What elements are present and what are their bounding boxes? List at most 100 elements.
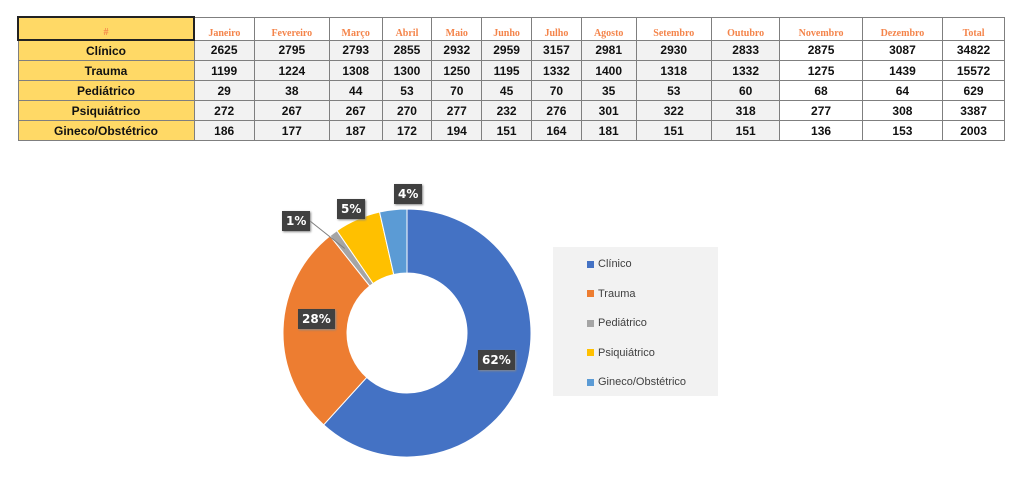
column-header: Junho — [481, 16, 532, 41]
table-cell: 15572 — [942, 60, 1005, 81]
data-label: 5% — [337, 199, 366, 219]
table-cell: 68 — [779, 80, 863, 101]
table-cell: 34822 — [942, 39, 1005, 61]
data-label: 4% — [394, 184, 423, 204]
column-header: Maio — [431, 16, 483, 41]
table-cell: 151 — [710, 120, 781, 141]
legend-swatch — [587, 319, 594, 327]
column-header: Março — [328, 16, 383, 41]
data-label: 62% — [478, 350, 515, 370]
legend-item: Psiquiátrico — [587, 347, 655, 359]
table-cell: 232 — [481, 100, 532, 121]
column-header: Setembro — [635, 16, 712, 41]
table-cell: 136 — [779, 120, 863, 141]
table-row: Gineco/Obstétrico 186 177 187 172 194 151 164 18… — [17, 120, 1005, 141]
table-cell: 1439 — [861, 60, 944, 81]
table-cell: 164 — [531, 120, 582, 141]
column-header: Fevereiro — [253, 16, 330, 41]
row-label: Psiquiátrico — [17, 100, 195, 121]
table-cell: 308 — [861, 100, 944, 121]
table-cell: 272 — [193, 100, 255, 121]
table-cell: 153 — [861, 120, 944, 141]
table-cell: 1400 — [580, 60, 637, 81]
row-label: Gineco/Obstétrico — [17, 120, 195, 141]
table-cell: 3157 — [531, 39, 582, 61]
table-cell: 301 — [580, 100, 637, 121]
legend-label: Clínico — [598, 258, 632, 270]
legend-item: Pediátrico — [587, 317, 647, 329]
table-cell: 2855 — [381, 39, 433, 61]
table-cell: 2625 — [193, 39, 255, 61]
table-cell: 2959 — [481, 39, 532, 61]
table-cell: 270 — [381, 100, 433, 121]
table-cell: 70 — [431, 80, 483, 101]
table-cell: 35 — [580, 80, 637, 101]
table-cell: 318 — [710, 100, 781, 121]
table-cell: 70 — [531, 80, 582, 101]
table-cell: 38 — [253, 80, 330, 101]
column-header: Novembro — [779, 16, 863, 41]
table-cell: 172 — [381, 120, 433, 141]
chart-legend: Clínico Trauma Pediátrico Psiquiátrico Ginec… — [553, 247, 718, 396]
table-cell: 29 — [193, 80, 255, 101]
table-cell: 2795 — [253, 39, 330, 61]
table-row: Psiquiátrico 272 267 267 270 277 232 276 301 322 3… — [17, 100, 1005, 121]
table-cell: 1300 — [381, 60, 433, 81]
data-table: # Janeiro Fevereiro Março Abril Maio Junho Julh… — [17, 16, 1005, 141]
table-cell: 276 — [531, 100, 582, 121]
table-cell: 53 — [381, 80, 433, 101]
table-cell: 2981 — [580, 39, 637, 61]
table-row: Pediátrico 29 38 44 53 70 45 70 35 53 60 68 64 629 — [17, 80, 1005, 101]
table-cell: 186 — [193, 120, 255, 141]
legend-label: Trauma — [598, 287, 636, 300]
table-cell: 322 — [635, 100, 712, 121]
table-cell: 2833 — [710, 39, 781, 61]
corner-header: # — [17, 16, 195, 41]
table-cell: 177 — [253, 120, 330, 141]
legend-swatch — [587, 290, 594, 297]
row-label: Trauma — [17, 60, 195, 81]
table-row: Clínico 2625 2795 2793 2855 2932 2959 3157 2981 2… — [17, 39, 1005, 61]
table-cell: 1275 — [779, 60, 863, 81]
table-cell: 1250 — [431, 60, 483, 81]
column-header: Janeiro — [193, 16, 255, 41]
table-cell: 267 — [253, 100, 330, 121]
table-cell: 60 — [710, 80, 781, 101]
legend-swatch — [587, 260, 594, 268]
row-label: Pediátrico — [17, 80, 195, 101]
table-row: Trauma 1199 1224 1308 1300 1250 1195 1332 1400 13… — [17, 60, 1005, 81]
column-header: Total — [942, 16, 1005, 41]
slice-trauma — [282, 235, 371, 426]
table-cell: 2932 — [431, 39, 483, 61]
row-label: Clínico — [17, 39, 195, 61]
table-cell: 1195 — [481, 60, 532, 81]
table-cell: 151 — [635, 120, 712, 141]
column-header: Dezembro — [861, 16, 944, 41]
data-label: 1% — [282, 211, 311, 231]
table-cell: 277 — [779, 100, 863, 121]
table-cell: 629 — [942, 80, 1005, 101]
table-cell: 44 — [328, 80, 383, 101]
data-label: 28% — [298, 309, 335, 329]
table-cell: 1224 — [253, 60, 330, 81]
table-cell: 1332 — [531, 60, 582, 81]
legend-item: Clínico — [587, 258, 632, 270]
doughnut-chart — [282, 208, 532, 458]
column-header: Agosto — [580, 16, 637, 41]
legend-swatch — [587, 378, 594, 386]
column-header: Outubro — [710, 16, 781, 41]
legend-label: Gineco/Obstétrico — [598, 376, 687, 388]
legend-swatch — [587, 349, 594, 356]
legend-item: Trauma — [587, 288, 636, 300]
table-cell: 1332 — [710, 60, 781, 81]
legend-item: Gineco/Obstétrico — [587, 376, 686, 388]
table-cell: 187 — [328, 120, 383, 141]
table-cell: 53 — [635, 80, 712, 101]
column-header: Abril — [381, 16, 433, 41]
table-cell: 45 — [481, 80, 532, 101]
table-cell: 277 — [431, 100, 483, 121]
table-cell: 3087 — [861, 39, 944, 61]
table-cell: 151 — [481, 120, 532, 141]
slice-ginecoobsttrico — [378, 208, 408, 276]
legend-label: Psiquiátrico — [598, 346, 655, 359]
